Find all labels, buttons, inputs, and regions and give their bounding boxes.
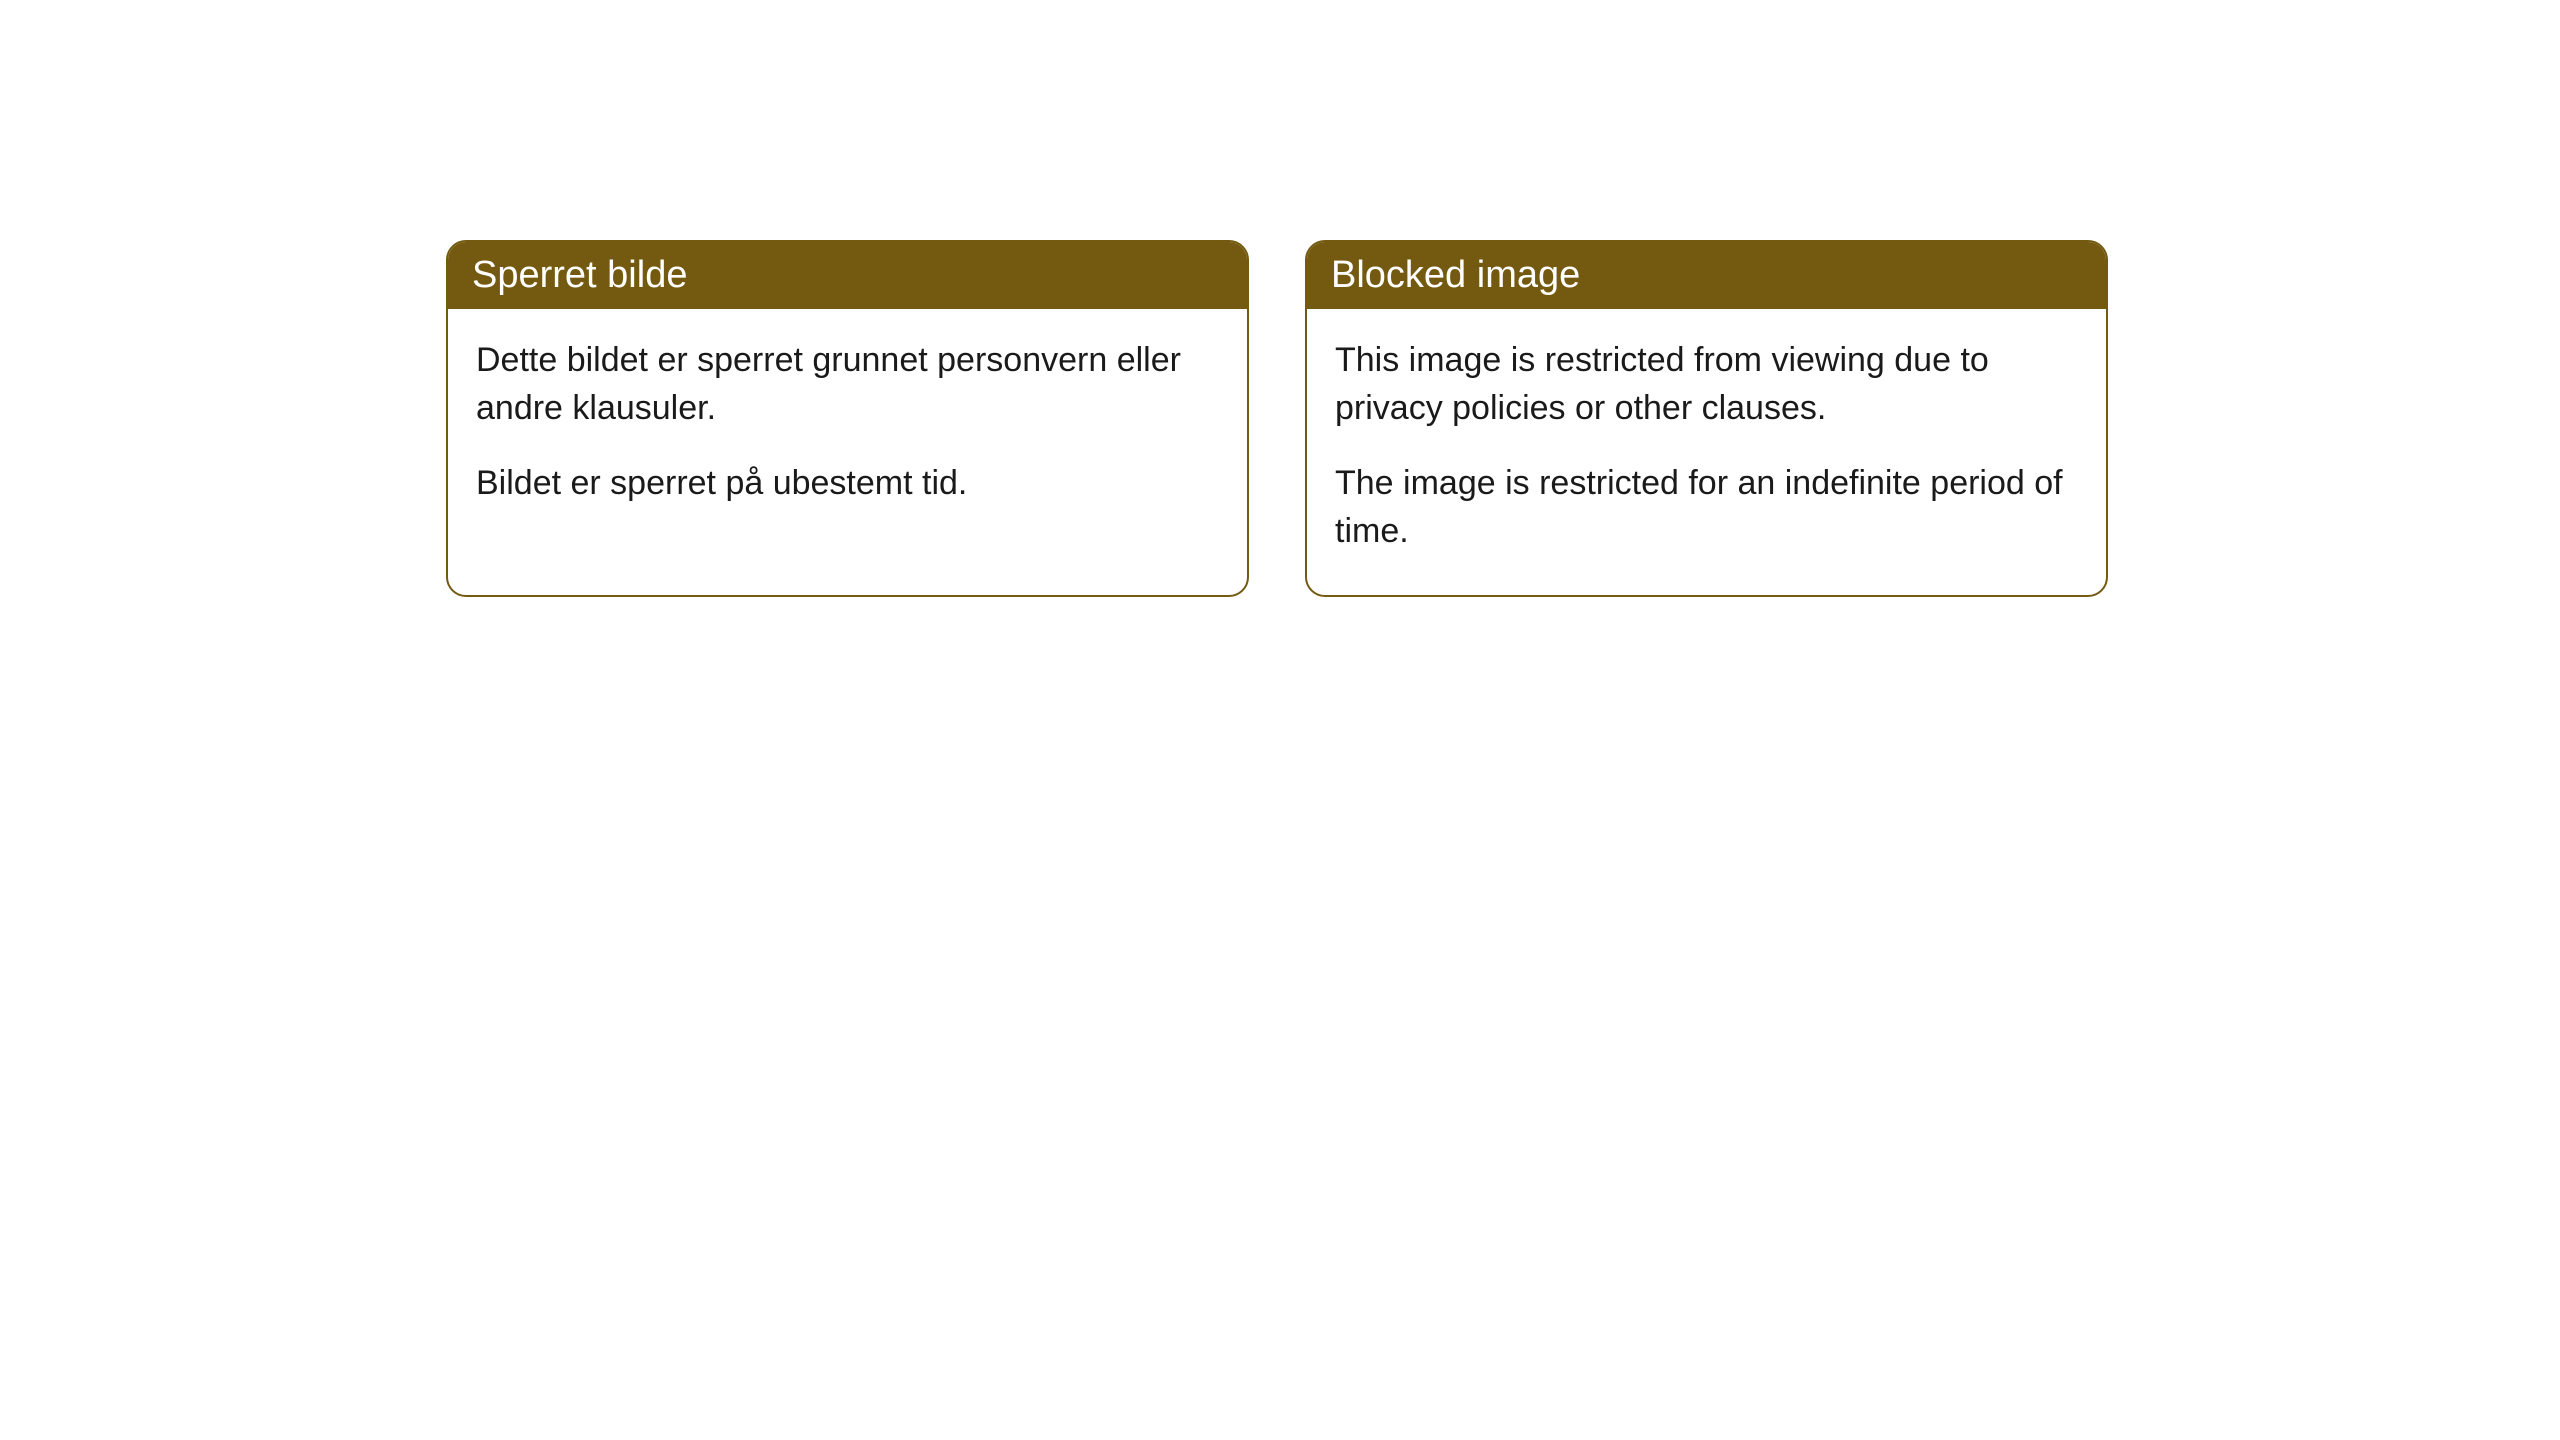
card-header: Sperret bilde: [448, 242, 1247, 309]
card-header: Blocked image: [1307, 242, 2106, 309]
notice-card-english: Blocked image This image is restricted f…: [1305, 240, 2108, 597]
card-body: Dette bildet er sperret grunnet personve…: [448, 309, 1247, 548]
notice-paragraph-1: Dette bildet er sperret grunnet personve…: [476, 337, 1219, 432]
notice-paragraph-2: Bildet er sperret på ubestemt tid.: [476, 460, 1219, 508]
notice-paragraph-1: This image is restricted from viewing du…: [1335, 337, 2078, 432]
notice-container: Sperret bilde Dette bildet er sperret gr…: [0, 0, 2560, 597]
card-body: This image is restricted from viewing du…: [1307, 309, 2106, 595]
notice-card-norwegian: Sperret bilde Dette bildet er sperret gr…: [446, 240, 1249, 597]
notice-paragraph-2: The image is restricted for an indefinit…: [1335, 460, 2078, 555]
card-title: Blocked image: [1331, 254, 1580, 296]
card-title: Sperret bilde: [472, 254, 687, 296]
